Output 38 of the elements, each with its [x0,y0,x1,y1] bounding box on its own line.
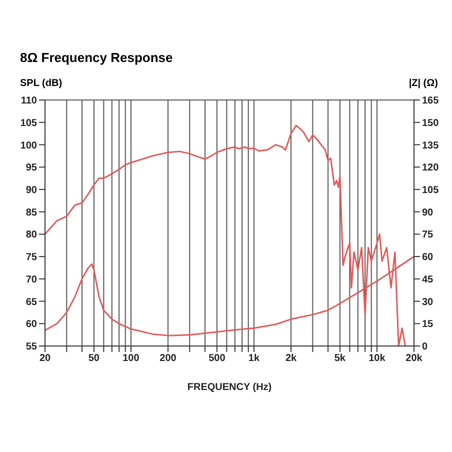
y-axis-title: SPL (dB) [20,78,62,89]
y-tick-label: 110 [20,96,38,107]
x-tick-label: 2k [285,353,297,364]
y2-tick-label: 135 [422,140,440,152]
x-tick-label: 50 [88,353,100,364]
y-tick-label: 70 [26,274,38,286]
x-tick-label: 100 [122,353,140,364]
y2-tick-label: 150 [422,118,440,129]
y-tick-label: 80 [26,230,38,241]
chart-title: 8Ω Frequency Response [20,50,173,65]
x-axis-title: FREQUENCY (Hz) [187,382,272,393]
y-tick-label: 85 [26,207,38,218]
y2-tick-label: 15 [422,319,434,330]
y2-tick-label: 90 [422,207,434,218]
y2-tick-label: 75 [422,230,434,241]
x-tick-label: 10k [368,353,386,364]
y-tick-label: 105 [20,118,38,129]
y-tick-label: 95 [26,162,38,174]
x-tick-label: 20k [406,353,423,364]
x-tick-label: 500 [208,353,226,364]
y2-tick-label: 45 [422,274,434,286]
y2-axis-title: |Z| (Ω) [408,78,438,89]
y-tick-label: 100 [20,140,38,152]
y-tick-label: 55 [26,342,38,353]
y2-tick-label: 165 [422,96,440,107]
x-tick-label: 20 [39,353,51,364]
y2-tick-label: 0 [422,342,428,353]
y-tick-label: 75 [26,252,38,264]
y2-tick-label: 120 [422,162,440,174]
x-tick-label: 5k [334,353,346,364]
x-tick-label: 1k [248,353,260,364]
x-tick-label: 200 [160,353,177,364]
y-tick-label: 65 [26,296,38,308]
y-tick-label: 60 [26,319,38,330]
y2-tick-label: 105 [422,185,440,196]
y-tick-label: 90 [26,185,38,196]
y2-tick-label: 30 [422,296,434,308]
y2-tick-label: 60 [422,252,434,264]
